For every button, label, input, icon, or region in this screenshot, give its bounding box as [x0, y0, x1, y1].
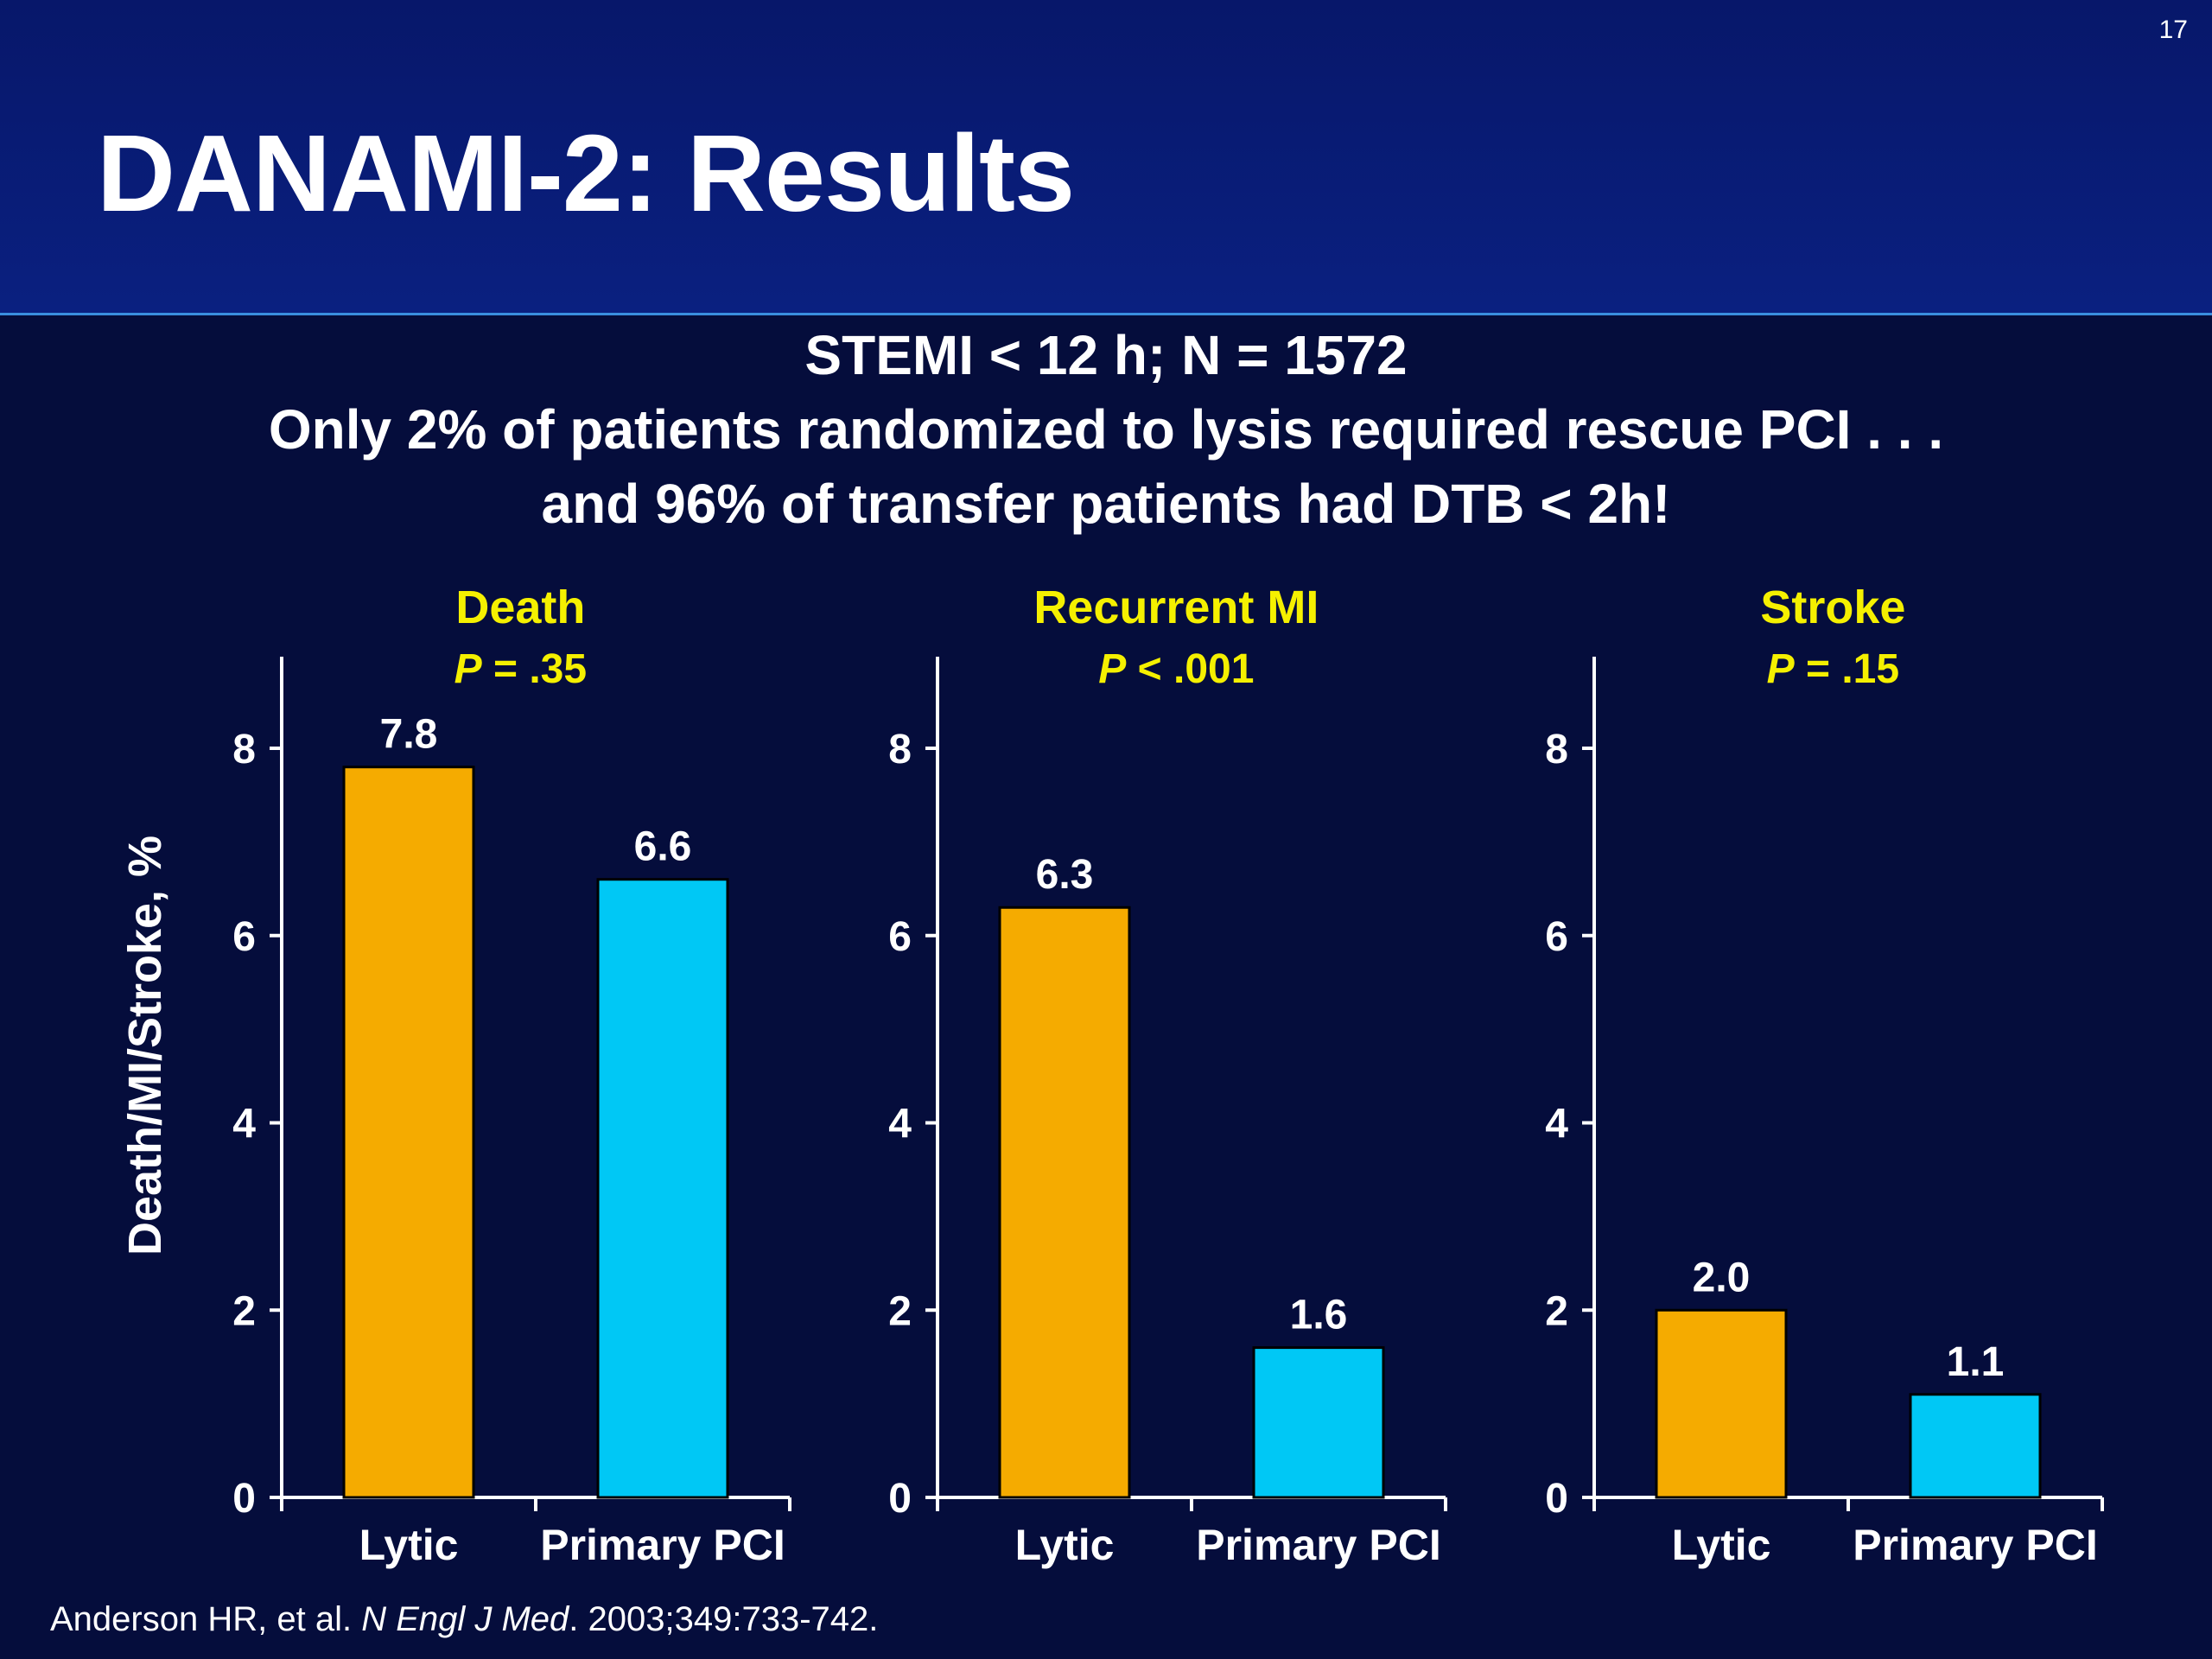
panel-death: Death P = .35 0 2 4 6 8 7.8 Lytic 6.6 Primary PCI	[232, 582, 791, 1569]
panel-title: Recurrent MI	[1033, 582, 1319, 633]
y-tick-label: 8	[232, 727, 256, 772]
x-category-label: Lytic	[359, 1521, 459, 1569]
bar-value-label: 7.8	[380, 712, 438, 758]
y-tick-label: 4	[888, 1102, 912, 1147]
subtitle-line-3: and 96% of transfer patients had DTB < 2…	[541, 473, 1671, 535]
y-tick-label: 2	[232, 1288, 256, 1334]
bar-lytic	[998, 906, 1131, 1499]
p-value-number: = .15	[1795, 646, 1899, 692]
y-tick-label: 6	[232, 914, 256, 960]
bar-value-label: 6.3	[1036, 852, 1094, 898]
citation-authors: Anderson HR, et al.	[50, 1600, 362, 1638]
x-category-label: Primary PCI	[1853, 1521, 2097, 1569]
y-tick-label: 0	[232, 1476, 256, 1522]
x-category-label: Primary PCI	[1196, 1521, 1440, 1569]
y-tick-label: 2	[888, 1288, 912, 1334]
slide-header: 17 DANAMI-2: Results	[0, 0, 2212, 315]
subtitle-line-2: Only 2% of patients randomized to lysis …	[268, 398, 1944, 461]
bar-lytic	[1655, 1308, 1788, 1499]
p-value-number: = .35	[482, 646, 587, 692]
y-tick-label: 6	[1545, 914, 1568, 960]
y-tick-label: 8	[888, 727, 912, 772]
p-value-number: < .001	[1126, 646, 1254, 692]
citation-details: . 2003;349:733-742.	[569, 1600, 879, 1638]
bar-lytic	[342, 766, 475, 1499]
bar-value-label: 1.1	[1947, 1339, 2005, 1385]
bar-value-label: 1.6	[1290, 1293, 1348, 1338]
y-tick-label: 2	[1545, 1288, 1568, 1334]
x-category-label: Lytic	[1015, 1521, 1115, 1569]
p-value-symbol: P	[1098, 646, 1127, 692]
y-tick-label: 0	[1545, 1476, 1568, 1522]
y-axis-label: Death/MI/Stroke, %	[119, 836, 171, 1255]
y-tick-label: 4	[1545, 1102, 1568, 1147]
y-tick-label: 6	[888, 914, 912, 960]
p-value-symbol: P	[454, 646, 483, 692]
y-tick-label: 8	[1545, 727, 1568, 772]
citation: Anderson HR, et al. N Engl J Med. 2003;3…	[50, 1600, 878, 1639]
panel-stroke: Stroke P = .15 0 2 4 6 8 2.0 Lytic 1.1 Primary PCI	[1545, 582, 2104, 1569]
p-value-label: P < .001	[1098, 646, 1254, 692]
y-tick-label: 0	[888, 1476, 912, 1522]
panel-title: Death	[455, 582, 585, 633]
citation-journal: N Engl J Med	[361, 1600, 569, 1638]
bar-primary-pci	[596, 878, 729, 1499]
bar-primary-pci	[1252, 1346, 1385, 1499]
panel-recurrent-mi: Recurrent MI P < .001 0 2 4 6 8 6.3 Lytic 1.6 Prim…	[888, 582, 1447, 1569]
x-category-label: Primary PCI	[540, 1521, 785, 1569]
bar-primary-pci	[1909, 1393, 2042, 1499]
p-value-label: P = .35	[454, 646, 587, 692]
subtitle-line-1: STEMI < 12 h; N = 1572	[804, 324, 1408, 386]
slide-number: 17	[2158, 16, 2188, 44]
bar-value-label: 2.0	[1693, 1255, 1751, 1300]
bar-value-label: 6.6	[634, 824, 692, 870]
x-category-label: Lytic	[1672, 1521, 1771, 1569]
p-value-label: P = .15	[1767, 646, 1899, 692]
y-tick-label: 4	[232, 1102, 256, 1147]
p-value-symbol: P	[1767, 646, 1796, 692]
panel-title: Stroke	[1760, 582, 1905, 633]
slide-title: DANAMI-2: Results	[97, 112, 1075, 234]
